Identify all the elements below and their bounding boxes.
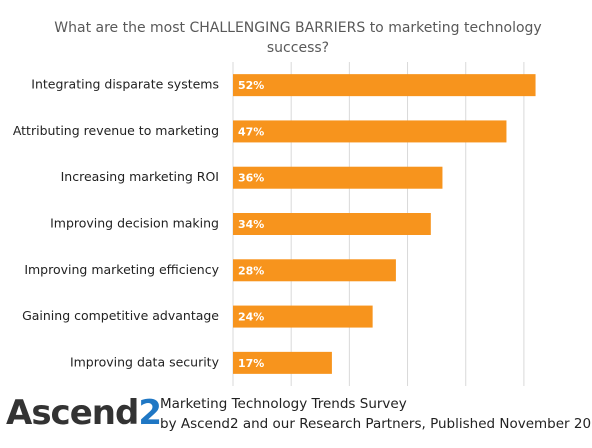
bar bbox=[233, 213, 431, 235]
y-tick-label: Increasing marketing ROI bbox=[61, 169, 219, 184]
bar bbox=[233, 259, 396, 282]
value-label: 17% bbox=[238, 357, 264, 370]
y-tick-label: Attributing revenue to marketing bbox=[13, 123, 219, 138]
bar bbox=[233, 166, 443, 189]
y-tick-label: Integrating disparate systems bbox=[31, 77, 219, 92]
footer-line: Marketing Technology Trends Survey bbox=[160, 396, 407, 412]
value-label: 36% bbox=[238, 172, 264, 185]
value-label: 52% bbox=[238, 79, 264, 92]
logo-text: Ascend bbox=[6, 393, 138, 433]
y-tick-label: Gaining competitive advantage bbox=[22, 308, 219, 323]
value-label: 24% bbox=[238, 311, 264, 324]
y-tick-label: Improving data security bbox=[70, 354, 220, 369]
y-tick-label: Improving marketing efficiency bbox=[24, 262, 219, 277]
bar bbox=[233, 120, 507, 143]
chart-title: success? bbox=[267, 40, 329, 56]
bar bbox=[233, 74, 536, 97]
logo: Ascend2 bbox=[6, 393, 161, 433]
value-label: 47% bbox=[238, 125, 264, 138]
y-tick-label: Improving decision making bbox=[50, 216, 219, 231]
footer-line: by Ascend2 and our Research Partners, Pu… bbox=[160, 416, 592, 432]
bar bbox=[233, 351, 332, 374]
logo-mark: 2 bbox=[138, 393, 161, 433]
value-label: 28% bbox=[238, 264, 264, 277]
value-label: 34% bbox=[238, 218, 264, 231]
bar bbox=[233, 305, 373, 328]
chart-title: What are the most CHALLENGING BARRIERS t… bbox=[54, 20, 541, 36]
